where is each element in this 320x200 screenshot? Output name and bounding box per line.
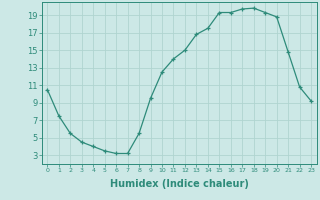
X-axis label: Humidex (Indice chaleur): Humidex (Indice chaleur) [110,179,249,189]
